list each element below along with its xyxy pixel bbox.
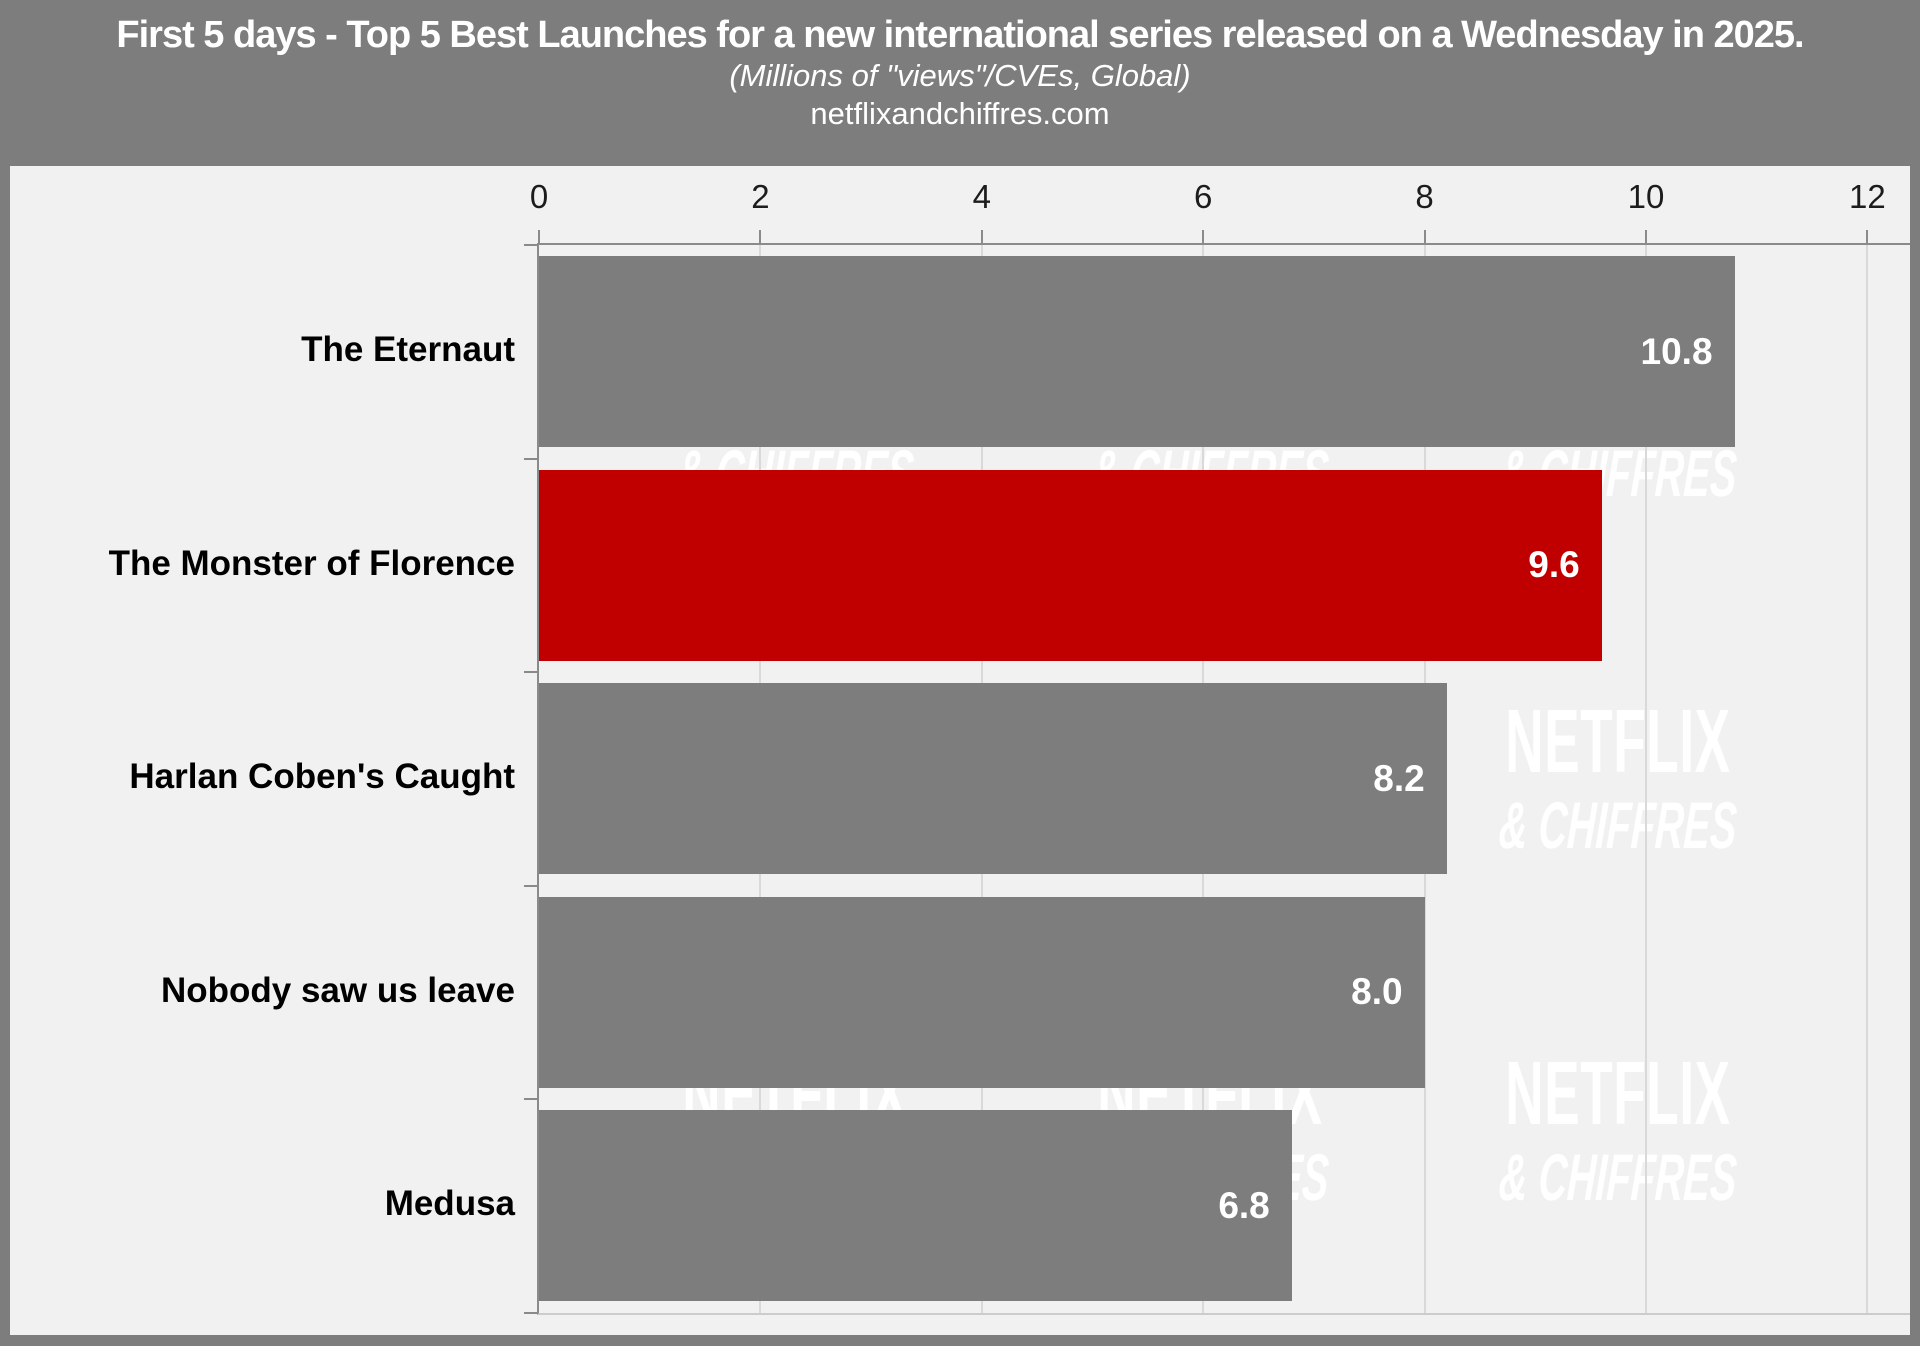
chart-title: First 5 days - Top 5 Best Launches for a… [116,14,1804,56]
gridline [1866,245,1869,1313]
watermark-netflix-text: NETFLIX [1505,692,1731,792]
category-boundary-tick [524,671,537,674]
category-label: Nobody saw us leave [160,970,515,1010]
axis-tick-label: 2 [751,178,770,215]
axis-tick [1423,230,1426,245]
category-boundary-tick [524,1098,537,1101]
axis-tick [759,230,762,245]
axis-tick [538,230,540,245]
axis-tick-label: 8 [1415,178,1434,215]
watermark-tile: NETFLIX& CHIFFRES [1408,1044,1828,1214]
axis-tick [1866,230,1869,245]
bar-value-label: 8.2 [1373,757,1425,799]
category-label: Harlan Coben's Caught [129,757,515,797]
watermark-tile: NETFLIX& CHIFFRES [1408,692,1828,862]
bar: 8.0 [539,896,1425,1088]
axis-tick-label: 4 [972,178,991,215]
category-label: The Monster of Florence [108,543,515,583]
watermark-chiffres-text: & CHIFFRES [1497,788,1739,862]
axis-tick-label: 0 [529,178,549,215]
watermark-chiffres-text: & CHIFFRES [1497,1140,1739,1214]
category-label: Medusa [384,1184,515,1224]
category-boundary-tick [524,244,537,246]
chart-header: First 5 days - Top 5 Best Launches for a… [0,0,1920,166]
category-boundary-tick [524,884,537,887]
bar-value-label: 9.6 [1528,544,1580,586]
bar: 8.2 [539,683,1447,875]
axis-tick-label: 6 [1194,178,1213,215]
category-boundary-tick [524,457,537,460]
category-boundary-tick [524,1312,537,1314]
bar: 6.8 [539,1110,1292,1302]
axis-tick [980,230,983,245]
bar-value-label: 10.8 [1640,330,1713,372]
bar: 9.6 [539,469,1602,661]
source-website: netflixandchiffres.com [810,96,1110,131]
category-label: The Eternaut [301,330,515,369]
bar: 10.8 [539,256,1735,447]
axis-tick [1202,230,1205,245]
chart-subtitle: (Millions of "views"/CVEs, Global) [729,58,1191,93]
gridline [1645,245,1647,1313]
bar-value-label: 8.0 [1351,971,1403,1013]
axis-tick-label: 10 [1627,178,1665,215]
bar-value-label: 6.8 [1218,1184,1270,1226]
axis-tick [1645,230,1647,245]
axis-tick-label: 12 [1849,178,1886,215]
watermark-netflix-text: NETFLIX [1505,1044,1731,1144]
